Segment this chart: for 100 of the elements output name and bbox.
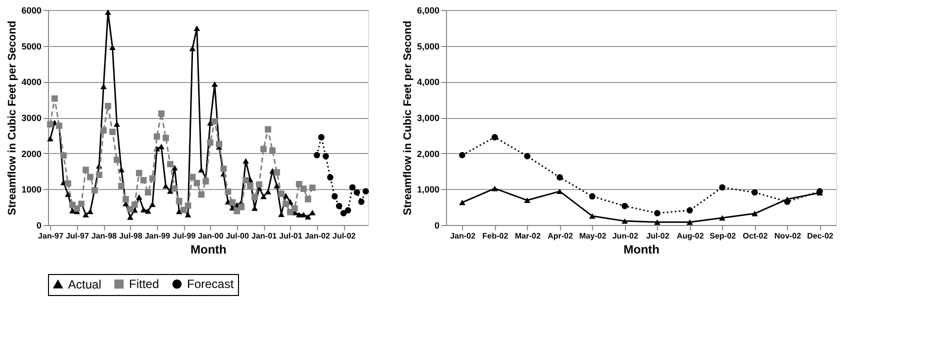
y-tick-label: 3000 <box>21 113 42 123</box>
point <box>47 136 54 142</box>
point <box>719 215 726 221</box>
point <box>344 207 352 214</box>
point <box>154 133 160 140</box>
point <box>114 156 120 163</box>
point <box>589 193 596 200</box>
point <box>52 95 58 102</box>
x-tick-label: Jan-02 <box>450 232 476 240</box>
x-tick-label: Apr-02 <box>548 232 574 240</box>
x-tick-label: Jan-01 <box>251 232 278 240</box>
point <box>304 196 312 202</box>
point <box>220 166 227 172</box>
point <box>654 219 660 225</box>
point <box>524 153 530 160</box>
point <box>264 188 272 194</box>
point <box>109 128 116 135</box>
x-tick-label: Jul-99 <box>172 232 196 240</box>
point <box>622 218 628 224</box>
x-tick-label: Mar-02 <box>514 232 542 240</box>
x-tick-label: Jul-98 <box>119 232 143 240</box>
point <box>282 200 289 208</box>
y-tick-label: 4000 <box>21 77 42 88</box>
point <box>144 208 152 214</box>
point <box>114 121 120 127</box>
point <box>144 189 152 196</box>
point <box>362 188 369 194</box>
point <box>64 180 72 187</box>
point <box>492 186 498 192</box>
y-tick-label: 6,000 <box>416 6 440 16</box>
point <box>104 9 112 15</box>
point <box>216 140 222 148</box>
point <box>292 205 298 212</box>
point <box>719 184 726 191</box>
point <box>132 201 138 208</box>
point <box>278 190 284 197</box>
x-tick-label: Nov-02 <box>774 232 802 240</box>
point <box>314 152 320 158</box>
point <box>459 200 466 206</box>
point <box>140 177 147 184</box>
x-tick-label: Jul-97 <box>66 232 90 240</box>
y-axis-title: Streamflow in Cubic Feet per Second <box>402 20 414 216</box>
y-axis-title: Streamflow in Cubic Feet per Second <box>6 20 18 216</box>
point <box>318 134 324 140</box>
point <box>60 152 67 159</box>
point <box>752 189 758 196</box>
point <box>82 212 89 218</box>
point <box>127 206 134 212</box>
legend-label: Fitted <box>129 277 160 292</box>
legend-label: Forecast <box>187 277 234 292</box>
point <box>247 182 254 190</box>
point <box>242 177 249 184</box>
point <box>300 186 307 192</box>
point <box>127 214 134 220</box>
x-tick-label: Jun-02 <box>612 232 639 240</box>
x-tick-label: Feb-02 <box>482 232 509 240</box>
point <box>149 175 156 182</box>
point <box>136 170 142 176</box>
point <box>309 210 316 216</box>
point <box>556 174 563 180</box>
y-tick-label: 0 <box>434 220 440 230</box>
point <box>74 205 80 212</box>
point <box>274 169 280 176</box>
y-tick-label: 2000 <box>21 148 42 159</box>
point <box>654 210 660 216</box>
point <box>349 184 356 191</box>
point <box>459 152 466 158</box>
point <box>622 202 628 210</box>
point <box>184 212 192 218</box>
x-axis-title: Month <box>190 242 226 256</box>
y-tick-label: 5000 <box>21 41 42 52</box>
point <box>332 193 338 200</box>
point <box>162 134 169 142</box>
y-tick-label: 0 <box>36 220 42 230</box>
point <box>162 183 169 189</box>
y-tick-label: 3,000 <box>416 113 440 123</box>
x-tick-label: Jul-00 <box>226 232 250 240</box>
point <box>64 191 72 197</box>
point <box>300 212 307 218</box>
point <box>304 214 312 220</box>
point <box>136 194 142 200</box>
point <box>340 210 347 216</box>
point <box>82 166 89 173</box>
point <box>149 201 156 207</box>
point <box>118 182 124 190</box>
x-tick-label: Aug-02 <box>676 232 704 240</box>
x-tick-label: Sep-02 <box>710 232 736 240</box>
point <box>194 180 200 186</box>
point <box>109 44 116 50</box>
point <box>198 191 204 198</box>
point <box>589 213 596 219</box>
point <box>524 198 530 204</box>
point <box>104 102 112 110</box>
point <box>184 202 192 209</box>
point <box>336 202 342 210</box>
point <box>242 158 249 164</box>
point <box>212 118 218 125</box>
y-tick-label: 1000 <box>21 184 42 195</box>
point <box>309 184 316 191</box>
point <box>252 194 258 200</box>
